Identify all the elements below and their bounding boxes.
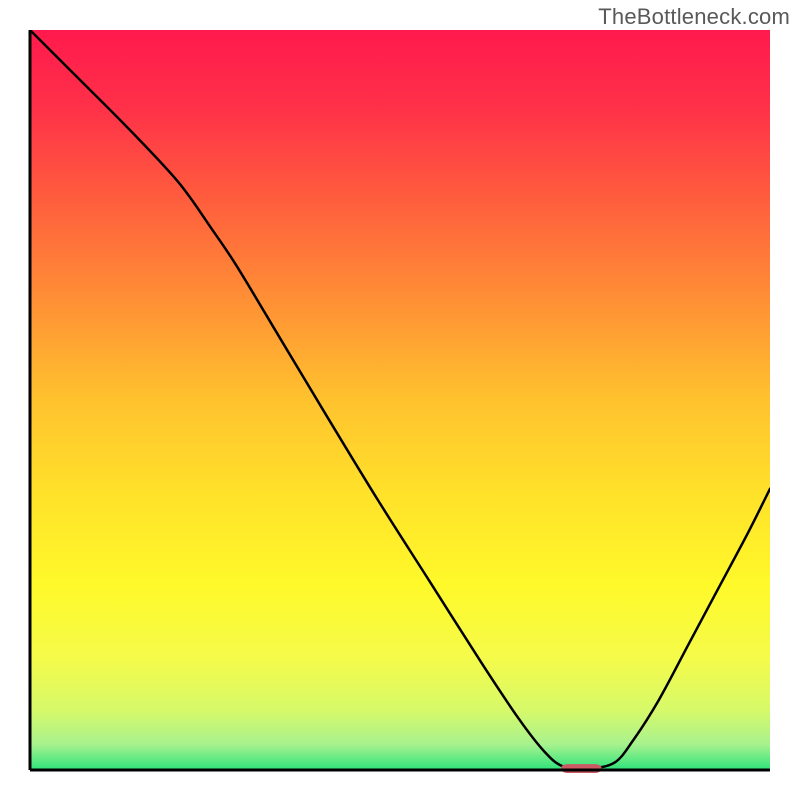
chart-svg — [0, 0, 800, 800]
bottleneck-chart — [0, 0, 800, 800]
